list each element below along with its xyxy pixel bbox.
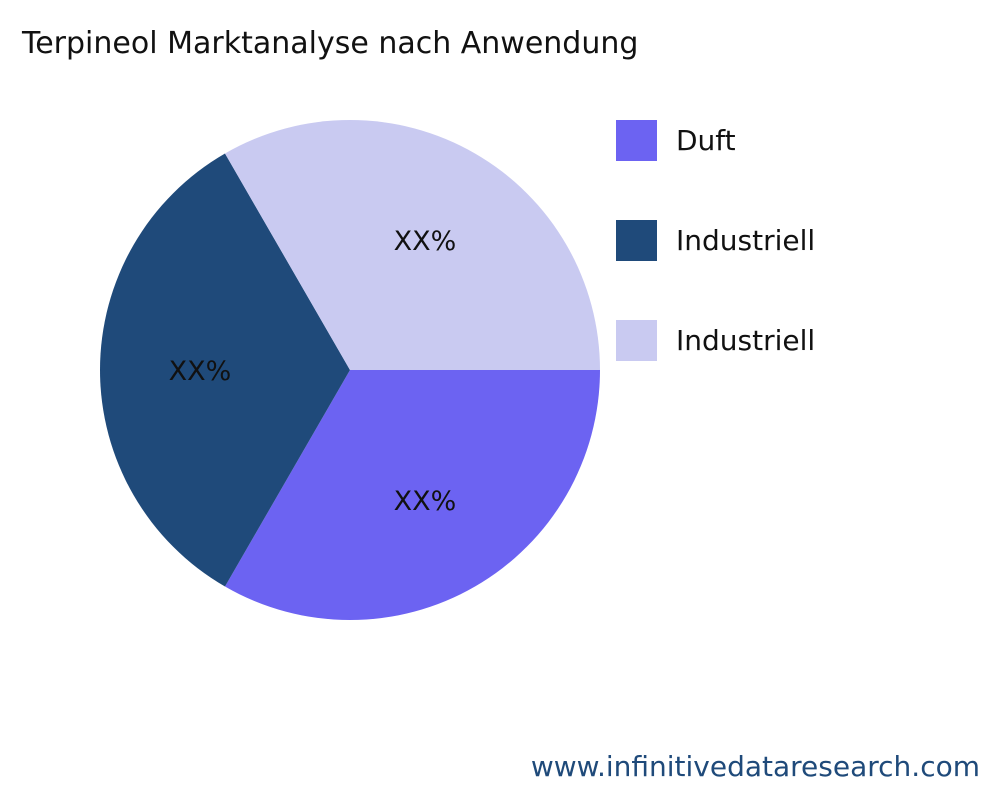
pie-slice-2: [225, 119, 600, 370]
legend-swatch: [616, 219, 657, 261]
pie-slice-0: [225, 370, 600, 620]
legend-swatch: [616, 119, 657, 161]
legend-item-industriell-2: Industriell: [616, 319, 815, 361]
pie-data-label: XX%: [169, 356, 232, 387]
legend-label: Industriell: [676, 223, 816, 257]
legend-label: Duft: [676, 123, 736, 157]
pie-data-label: XX%: [394, 486, 457, 517]
footer-url[interactable]: www.infinitivedataresearch.com: [530, 750, 980, 783]
legend-item-industriell: Industriell: [616, 219, 815, 261]
chart-title: Terpineol Marktanalyse nach Anwendung: [22, 26, 639, 61]
pie-data-label: XX%: [394, 226, 457, 257]
legend-item-duft: Duft: [616, 119, 736, 161]
legend-swatch: [616, 319, 657, 361]
legend-label: Industriell: [676, 323, 816, 357]
